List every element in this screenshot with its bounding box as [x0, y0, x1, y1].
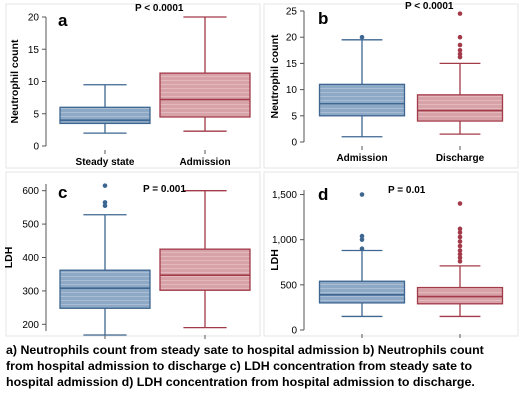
box-admission	[159, 16, 251, 132]
p-value: P < 0.0001	[135, 3, 184, 14]
outlier-point	[457, 259, 463, 264]
chart-panel-a: 0 5 10 15 20 Neutrophil count Steady state Admi…	[5, 3, 261, 169]
outlier-point	[102, 203, 108, 209]
iqr-box	[159, 248, 251, 291]
panel-label: d	[318, 185, 328, 204]
y-tick-label: 1,000	[272, 235, 297, 246]
y-tick-label: 500	[280, 280, 297, 291]
chart-panel-c: 200300400500600LDHSteady stateAdmissionc…	[3, 171, 261, 339]
panel-label: a	[58, 11, 68, 30]
figure-caption: a) Neutrophils count from steady sate to…	[6, 343, 484, 389]
x-tick-label: Steady state	[76, 157, 135, 168]
box-admission	[318, 34, 406, 138]
y-tick-label: 10	[286, 85, 298, 96]
x-tick-label: Discharge	[436, 153, 485, 164]
y-tick-label: 10	[28, 77, 40, 88]
y-tick-label: 25	[286, 7, 298, 18]
y-tick-label: 200	[22, 320, 39, 331]
outlier-point	[457, 34, 463, 40]
y-tick-label: 20	[286, 33, 298, 44]
iqr-box	[318, 83, 406, 117]
outlier-point	[457, 51, 463, 57]
outlier-point	[457, 248, 463, 253]
outlier-point	[457, 255, 463, 261]
box-admission	[318, 192, 406, 318]
iqr-box	[416, 94, 504, 122]
y-tick-label: 20	[28, 13, 40, 24]
outlier-point	[457, 226, 463, 232]
y-tick-label: 400	[22, 253, 39, 264]
box-discharge	[416, 11, 504, 135]
outlier-point	[359, 233, 365, 239]
outlier-point	[102, 183, 108, 188]
outlier-point	[457, 243, 463, 249]
x-tick-label: Admission	[179, 157, 230, 168]
iqr-box	[159, 72, 251, 118]
y-tick-label: 1,500	[272, 190, 297, 201]
outlier-point	[457, 234, 463, 240]
panel-frame	[5, 3, 261, 169]
outlier-point	[457, 11, 463, 16]
y-tick-label: 600	[22, 186, 39, 197]
p-value: P = 0.001	[143, 184, 186, 195]
outlier-point	[457, 54, 463, 60]
outlier-point	[359, 246, 365, 252]
outlier-point	[457, 48, 463, 53]
outlier-point	[457, 251, 463, 257]
x-tick-label: Admission	[336, 153, 387, 164]
outlier-point	[102, 200, 108, 205]
outlier-point	[457, 42, 463, 48]
panel-frame	[263, 171, 519, 337]
outlier-point	[359, 34, 365, 40]
outlier-point	[359, 192, 365, 197]
p-value: P = 0.01	[388, 185, 426, 196]
y-tick-label: 0	[33, 142, 39, 153]
box-steady-state	[59, 183, 151, 336]
iqr-box	[59, 269, 151, 309]
y-tick-label: 500	[22, 220, 39, 231]
figure-panels: 0 5 10 15 20 Neutrophil count Steady state Admi…	[3, 1, 519, 339]
y-tick-label: 0	[291, 326, 297, 337]
outlier-point	[457, 239, 463, 244]
box-discharge	[416, 201, 504, 318]
outlier-point	[457, 201, 463, 206]
chart-panel-b: 0 5 10 15 20 25 Neutrophil count Admission Disch…	[263, 1, 519, 169]
box-steady-state	[59, 84, 151, 134]
iqr-box	[416, 286, 504, 305]
outlier-point	[359, 237, 365, 242]
y-axis-label: LDH	[269, 249, 281, 271]
panel-label: c	[58, 183, 67, 202]
iqr-box	[318, 280, 406, 304]
y-tick-label: 15	[286, 59, 298, 70]
y-axis-label: Neutrophil count	[269, 34, 281, 118]
y-tick-label: 300	[22, 286, 39, 297]
iqr-box	[59, 106, 151, 125]
p-value: P < 0.0001	[405, 1, 454, 12]
y-tick-label: 5	[33, 109, 39, 120]
y-axis-label: Neutrophil count	[9, 39, 21, 123]
outlier-point	[457, 230, 463, 235]
panel-label: b	[318, 9, 328, 28]
y-tick-label: 15	[28, 45, 40, 56]
y-axis-label: LDH	[3, 247, 15, 269]
y-tick-label: 0	[291, 138, 297, 149]
panel-frame	[5, 171, 261, 337]
box-admission	[159, 190, 251, 329]
y-tick-label: 5	[291, 111, 297, 122]
panel-frame	[263, 3, 519, 169]
